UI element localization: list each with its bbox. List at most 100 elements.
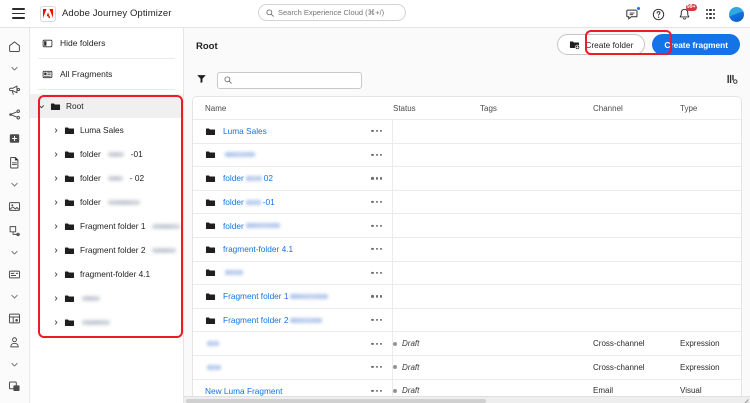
- all-fragments-item[interactable]: All Fragments: [30, 59, 183, 89]
- tree-item-folder-02[interactable]: folder - 02: [30, 166, 183, 190]
- tree-item-fragment-folder-41[interactable]: fragment-folder 4.1: [30, 262, 183, 286]
- campaigns-megaphone-icon[interactable]: [0, 78, 30, 102]
- row-actions-menu-icon[interactable]: [371, 295, 382, 298]
- cell-name[interactable]: [193, 355, 393, 379]
- column-header-name[interactable]: Name: [205, 103, 227, 113]
- assets-image-icon[interactable]: [0, 194, 30, 218]
- tree-item-root[interactable]: Root: [30, 94, 183, 118]
- horizontal-scrollbar[interactable]: [184, 396, 750, 403]
- admin-icon[interactable]: [0, 330, 30, 354]
- row-actions-menu-icon[interactable]: [371, 177, 382, 180]
- cell-name[interactable]: [193, 332, 393, 355]
- decisioning-icon[interactable]: [0, 218, 30, 242]
- chevron-down-icon[interactable]: [0, 354, 30, 374]
- column-header-channel[interactable]: Channel: [593, 103, 623, 113]
- table-row[interactable]: fragment-folder 4.1: [193, 236, 741, 261]
- table-row[interactable]: folder: [193, 213, 741, 237]
- help-icon[interactable]: [651, 7, 666, 22]
- cell-name[interactable]: Luma Sales: [193, 120, 393, 143]
- row-actions-menu-icon[interactable]: [371, 200, 382, 204]
- cell-name[interactable]: [193, 143, 393, 167]
- table-row[interactable]: Draft Cross-channel Expression: [193, 354, 741, 379]
- hide-folders-button[interactable]: Hide folders: [30, 28, 183, 58]
- tree-item-fragment-folder-1[interactable]: Fragment folder 1: [30, 214, 183, 238]
- chevron-down-icon[interactable]: [0, 242, 30, 262]
- cell-name[interactable]: folder: [193, 214, 393, 237]
- row-name-link[interactable]: [223, 152, 257, 158]
- row-name-link[interactable]: Luma Sales: [223, 126, 267, 136]
- table-row[interactable]: [193, 142, 741, 167]
- row-name-link[interactable]: [205, 341, 221, 347]
- chevron-right-icon[interactable]: [52, 319, 59, 326]
- content-document-icon[interactable]: [0, 150, 30, 174]
- table-row[interactable]: Luma Sales: [193, 119, 741, 143]
- chevron-right-icon[interactable]: [52, 223, 59, 230]
- cell-name[interactable]: fragment-folder 4.1: [193, 237, 393, 261]
- notifications-icon[interactable]: 99+: [677, 3, 697, 22]
- row-actions-menu-icon[interactable]: [371, 366, 382, 369]
- tree-item-folder-3[interactable]: folder: [30, 190, 183, 214]
- chevron-right-icon[interactable]: [52, 199, 59, 206]
- user-avatar[interactable]: [729, 6, 744, 22]
- row-name-link[interactable]: Fragment folder 2: [223, 315, 324, 325]
- feedback-icon[interactable]: [625, 5, 641, 22]
- row-actions-menu-icon[interactable]: [371, 224, 382, 227]
- row-name-link[interactable]: folder 02: [223, 173, 273, 183]
- column-settings-icon[interactable]: [726, 72, 738, 90]
- tree-item-redacted-1[interactable]: [30, 286, 183, 310]
- chevron-right-icon[interactable]: [52, 247, 59, 254]
- chevron-down-icon[interactable]: [0, 174, 30, 194]
- table-row[interactable]: Draft Cross-channel Expression: [193, 331, 741, 355]
- row-actions-menu-icon[interactable]: [371, 342, 382, 345]
- table-row[interactable]: Fragment folder 1: [193, 284, 741, 308]
- row-name-link[interactable]: folder: [223, 221, 282, 231]
- sandbox-icon[interactable]: [0, 374, 30, 398]
- table-row[interactable]: folder -01: [193, 189, 741, 214]
- table-row[interactable]: Fragment folder 2: [193, 307, 741, 332]
- row-name-link[interactable]: folder -01: [223, 197, 275, 207]
- tree-item-folder-01[interactable]: folder -01: [30, 142, 183, 166]
- cell-name[interactable]: Fragment folder 2: [193, 308, 393, 332]
- app-switcher-icon[interactable]: [703, 7, 718, 22]
- chevron-down-icon[interactable]: [38, 103, 45, 110]
- row-name-link[interactable]: Fragment folder 1: [223, 291, 330, 301]
- row-actions-menu-icon[interactable]: [371, 153, 382, 156]
- chevron-down-icon[interactable]: [0, 58, 30, 78]
- chevron-down-icon[interactable]: [0, 286, 30, 306]
- chevron-right-icon[interactable]: [52, 127, 59, 134]
- row-actions-menu-icon[interactable]: [371, 389, 382, 392]
- column-header-type[interactable]: Type: [680, 103, 698, 113]
- row-actions-menu-icon[interactable]: [371, 271, 382, 274]
- create-folder-button[interactable]: Create folder: [557, 34, 646, 55]
- tree-item-redacted-2[interactable]: [30, 310, 183, 334]
- table-search[interactable]: [217, 71, 362, 89]
- row-name-link[interactable]: [205, 364, 223, 370]
- column-header-status[interactable]: Status: [393, 103, 416, 113]
- row-actions-menu-icon[interactable]: [371, 130, 382, 133]
- journeys-node-icon[interactable]: [0, 102, 30, 126]
- chevron-right-icon[interactable]: [52, 271, 59, 278]
- chevron-right-icon[interactable]: [52, 295, 59, 302]
- chevron-right-icon[interactable]: [52, 175, 59, 182]
- table-search-input[interactable]: [237, 75, 355, 85]
- search-input[interactable]: [278, 8, 398, 17]
- window-resize-grip[interactable]: [740, 393, 749, 403]
- chevron-right-icon[interactable]: [52, 151, 59, 158]
- row-name-link[interactable]: [223, 270, 245, 276]
- table-row[interactable]: [193, 260, 741, 285]
- hamburger-icon[interactable]: [4, 0, 32, 28]
- offers-icon[interactable]: [0, 126, 30, 150]
- cell-name[interactable]: [193, 261, 393, 285]
- cell-name[interactable]: New Luma Fragment: [193, 379, 393, 403]
- cell-name[interactable]: folder 02: [193, 167, 393, 190]
- data-table-icon[interactable]: [0, 262, 30, 286]
- filter-icon[interactable]: [196, 71, 207, 89]
- table-row[interactable]: folder 02: [193, 166, 741, 190]
- row-name-link[interactable]: fragment-folder 4.1: [223, 244, 293, 254]
- column-header-tags[interactable]: Tags: [480, 103, 497, 113]
- tree-item-fragment-folder-2[interactable]: Fragment folder 2: [30, 238, 183, 262]
- row-actions-menu-icon[interactable]: [371, 318, 382, 322]
- row-actions-menu-icon[interactable]: [371, 248, 382, 251]
- tree-item-luma-sales[interactable]: Luma Sales: [30, 118, 183, 142]
- row-name-link[interactable]: New Luma Fragment: [205, 386, 282, 396]
